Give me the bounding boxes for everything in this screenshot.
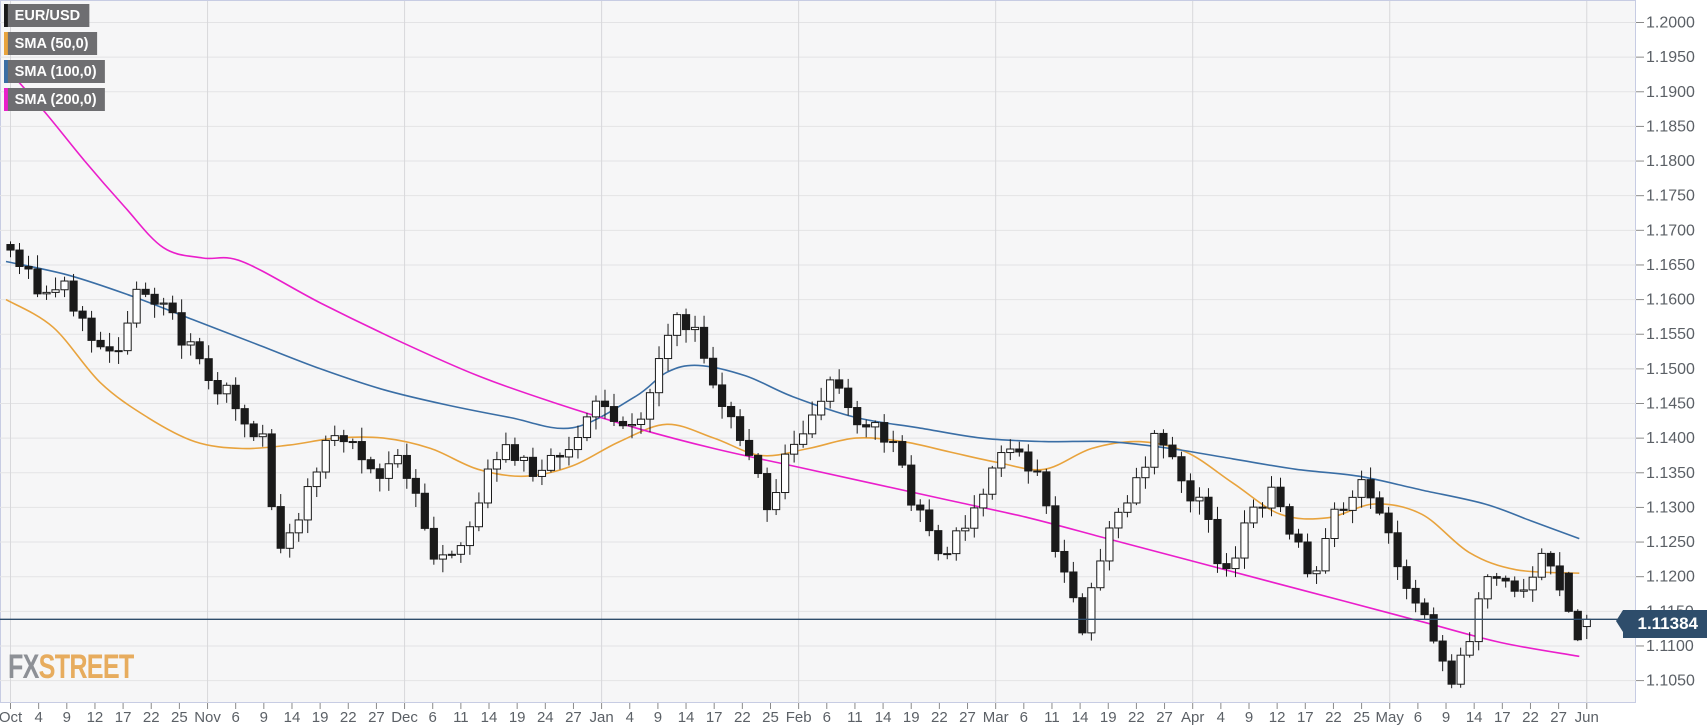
svg-text:25: 25	[762, 709, 779, 726]
svg-text:22: 22	[931, 709, 948, 726]
svg-text:22: 22	[1325, 709, 1342, 726]
svg-text:17: 17	[1297, 709, 1314, 726]
svg-text:25: 25	[1353, 709, 1370, 726]
svg-text:4: 4	[1217, 709, 1225, 726]
svg-text:14: 14	[875, 709, 892, 726]
svg-text:May: May	[1376, 709, 1405, 726]
svg-text:6: 6	[823, 709, 831, 726]
svg-text:9: 9	[654, 709, 662, 726]
svg-text:1.1450: 1.1450	[1646, 396, 1695, 413]
svg-text:6: 6	[1414, 709, 1422, 726]
svg-text:Jun: Jun	[1575, 709, 1599, 726]
svg-text:17: 17	[115, 709, 132, 726]
svg-text:6: 6	[429, 709, 437, 726]
svg-text:Feb: Feb	[786, 709, 812, 726]
svg-text:12: 12	[87, 709, 104, 726]
svg-text:1.1200: 1.1200	[1646, 569, 1695, 586]
svg-text:1.1400: 1.1400	[1646, 430, 1695, 447]
svg-text:19: 19	[903, 709, 920, 726]
svg-text:1.1350: 1.1350	[1646, 465, 1695, 482]
svg-text:27: 27	[1156, 709, 1173, 726]
svg-text:1.2000: 1.2000	[1646, 15, 1695, 32]
svg-text:14: 14	[1072, 709, 1089, 726]
svg-text:1.1850: 1.1850	[1646, 118, 1695, 135]
svg-text:1.1550: 1.1550	[1646, 326, 1695, 343]
svg-text:17: 17	[1494, 709, 1511, 726]
svg-text:22: 22	[143, 709, 160, 726]
svg-text:22: 22	[340, 709, 357, 726]
svg-text:Oct: Oct	[0, 709, 23, 726]
svg-text:1.1950: 1.1950	[1646, 49, 1695, 66]
svg-text:12: 12	[1269, 709, 1286, 726]
svg-text:9: 9	[63, 709, 71, 726]
svg-text:1.1900: 1.1900	[1646, 84, 1695, 101]
svg-text:9: 9	[1245, 709, 1253, 726]
svg-text:Jan: Jan	[590, 709, 614, 726]
svg-text:19: 19	[312, 709, 329, 726]
svg-text:9: 9	[1442, 709, 1450, 726]
svg-text:1.1700: 1.1700	[1646, 222, 1695, 239]
svg-text:1.1250: 1.1250	[1646, 534, 1695, 551]
svg-text:1.1500: 1.1500	[1646, 361, 1695, 378]
svg-text:14: 14	[284, 709, 301, 726]
svg-text:6: 6	[232, 709, 240, 726]
svg-text:Nov: Nov	[194, 709, 221, 726]
svg-text:27: 27	[368, 709, 385, 726]
svg-text:19: 19	[509, 709, 526, 726]
svg-text:1.1100: 1.1100	[1646, 638, 1694, 655]
svg-text:22: 22	[1128, 709, 1145, 726]
svg-text:1.1300: 1.1300	[1646, 499, 1695, 516]
svg-text:22: 22	[1522, 709, 1539, 726]
svg-text:Dec: Dec	[391, 709, 418, 726]
svg-text:4: 4	[34, 709, 42, 726]
svg-text:1.1050: 1.1050	[1646, 673, 1695, 690]
svg-text:14: 14	[1466, 709, 1483, 726]
svg-text:9: 9	[260, 709, 268, 726]
svg-text:1.1600: 1.1600	[1646, 292, 1695, 309]
svg-text:27: 27	[565, 709, 582, 726]
svg-text:25: 25	[171, 709, 188, 726]
svg-text:14: 14	[678, 709, 695, 726]
svg-text:Apr: Apr	[1181, 709, 1204, 726]
svg-text:27: 27	[1550, 709, 1567, 726]
svg-text:14: 14	[481, 709, 498, 726]
svg-text:4: 4	[626, 709, 634, 726]
svg-text:27: 27	[959, 709, 976, 726]
svg-text:24: 24	[537, 709, 554, 726]
svg-text:22: 22	[734, 709, 751, 726]
svg-text:1.1650: 1.1650	[1646, 257, 1695, 274]
svg-text:19: 19	[1100, 709, 1117, 726]
svg-text:1.1750: 1.1750	[1646, 188, 1695, 205]
svg-text:Mar: Mar	[983, 709, 1009, 726]
svg-text:11: 11	[847, 709, 863, 726]
svg-text:11: 11	[1044, 709, 1060, 726]
svg-text:1.1800: 1.1800	[1646, 153, 1695, 170]
svg-text:17: 17	[706, 709, 723, 726]
svg-text:6: 6	[1020, 709, 1028, 726]
svg-text:11: 11	[453, 709, 469, 726]
